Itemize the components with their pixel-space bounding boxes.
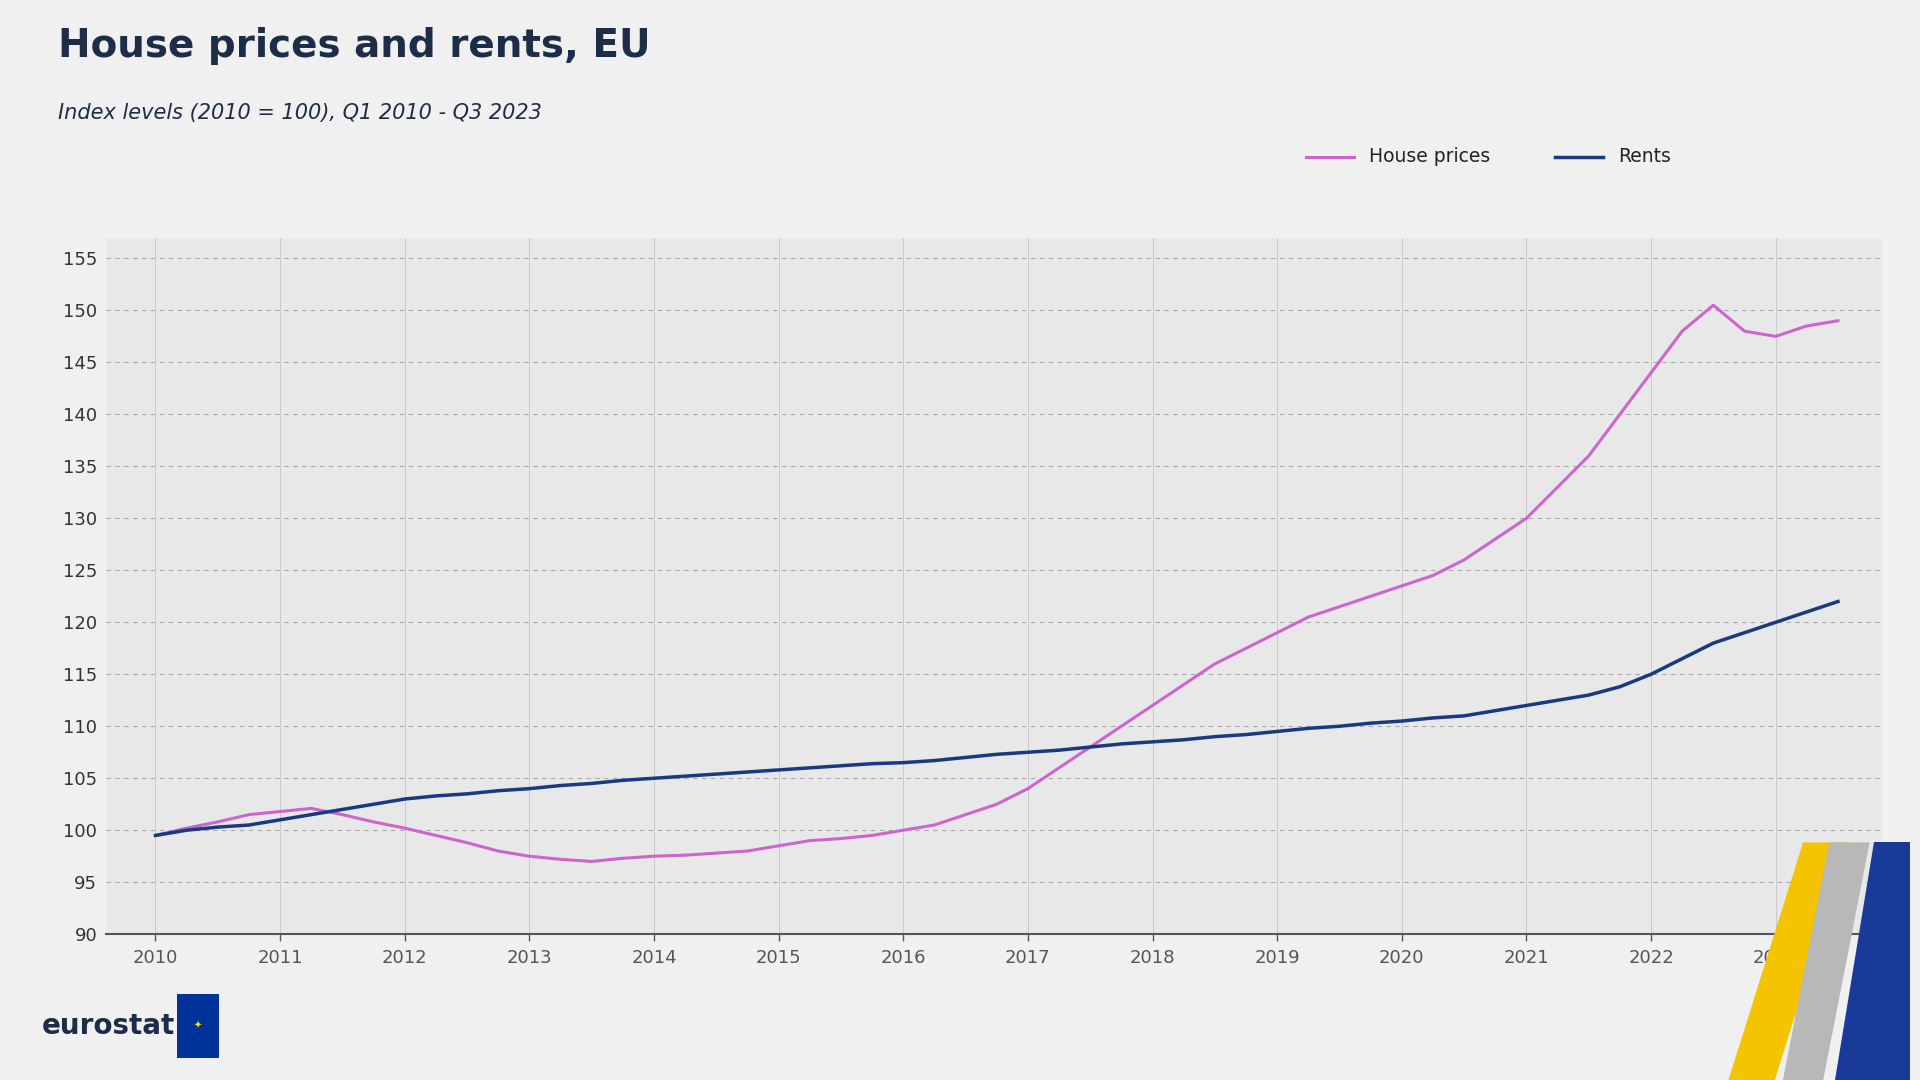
Text: House prices and rents, EU: House prices and rents, EU: [58, 27, 651, 65]
Polygon shape: [1836, 842, 1910, 1080]
Text: eurostat: eurostat: [42, 1012, 175, 1040]
Text: ✦: ✦: [194, 1021, 202, 1031]
Text: Rents: Rents: [1619, 147, 1672, 166]
Polygon shape: [1784, 842, 1870, 1080]
Text: House prices: House prices: [1369, 147, 1490, 166]
Polygon shape: [1728, 842, 1849, 1080]
Text: Index levels (2010 = 100), Q1 2010 - Q3 2023: Index levels (2010 = 100), Q1 2010 - Q3 …: [58, 103, 541, 123]
FancyBboxPatch shape: [177, 994, 219, 1058]
